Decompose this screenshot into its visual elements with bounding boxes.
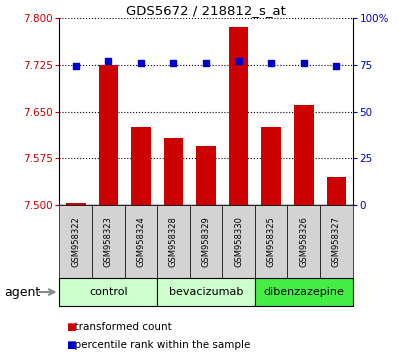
Bar bbox=[189, 205, 222, 278]
Bar bbox=[59, 205, 92, 278]
Point bbox=[267, 60, 274, 65]
Bar bbox=[261, 127, 280, 205]
Bar bbox=[254, 205, 287, 278]
Bar bbox=[131, 127, 150, 205]
Bar bbox=[293, 105, 313, 205]
Bar bbox=[66, 204, 85, 205]
Bar bbox=[196, 146, 215, 205]
Point bbox=[202, 60, 209, 65]
Bar bbox=[59, 278, 157, 306]
Bar bbox=[157, 205, 189, 278]
Text: GSM958329: GSM958329 bbox=[201, 216, 210, 267]
Bar bbox=[163, 138, 183, 205]
Text: ■: ■ bbox=[65, 340, 75, 350]
Bar bbox=[124, 205, 157, 278]
Bar bbox=[326, 177, 345, 205]
Text: GSM958326: GSM958326 bbox=[299, 216, 308, 267]
Point bbox=[332, 64, 339, 69]
Text: GSM958327: GSM958327 bbox=[331, 216, 340, 267]
Text: transformed count: transformed count bbox=[67, 322, 171, 332]
Text: GSM958323: GSM958323 bbox=[103, 216, 112, 267]
Title: GDS5672 / 218812_s_at: GDS5672 / 218812_s_at bbox=[126, 4, 285, 17]
Text: GSM958325: GSM958325 bbox=[266, 216, 275, 267]
Point bbox=[170, 60, 176, 65]
Bar bbox=[228, 27, 248, 205]
Bar bbox=[98, 64, 118, 205]
Bar bbox=[92, 205, 124, 278]
Point bbox=[72, 64, 79, 69]
Point bbox=[300, 60, 306, 65]
Point bbox=[235, 58, 241, 64]
Text: GSM958322: GSM958322 bbox=[71, 216, 80, 267]
Text: GSM958330: GSM958330 bbox=[234, 216, 243, 267]
Text: GSM958324: GSM958324 bbox=[136, 216, 145, 267]
Bar bbox=[222, 205, 254, 278]
Point bbox=[137, 60, 144, 65]
Text: bevacizumab: bevacizumab bbox=[169, 287, 243, 297]
Text: control: control bbox=[89, 287, 127, 297]
Text: agent: agent bbox=[4, 286, 40, 298]
Bar bbox=[287, 205, 319, 278]
Point bbox=[105, 58, 111, 64]
Text: percentile rank within the sample: percentile rank within the sample bbox=[67, 340, 249, 350]
Bar bbox=[254, 278, 352, 306]
Text: dibenzazepine: dibenzazepine bbox=[263, 287, 343, 297]
Bar bbox=[319, 205, 352, 278]
Text: ■: ■ bbox=[65, 322, 75, 332]
Bar bbox=[157, 278, 254, 306]
Text: GSM958328: GSM958328 bbox=[169, 216, 178, 267]
